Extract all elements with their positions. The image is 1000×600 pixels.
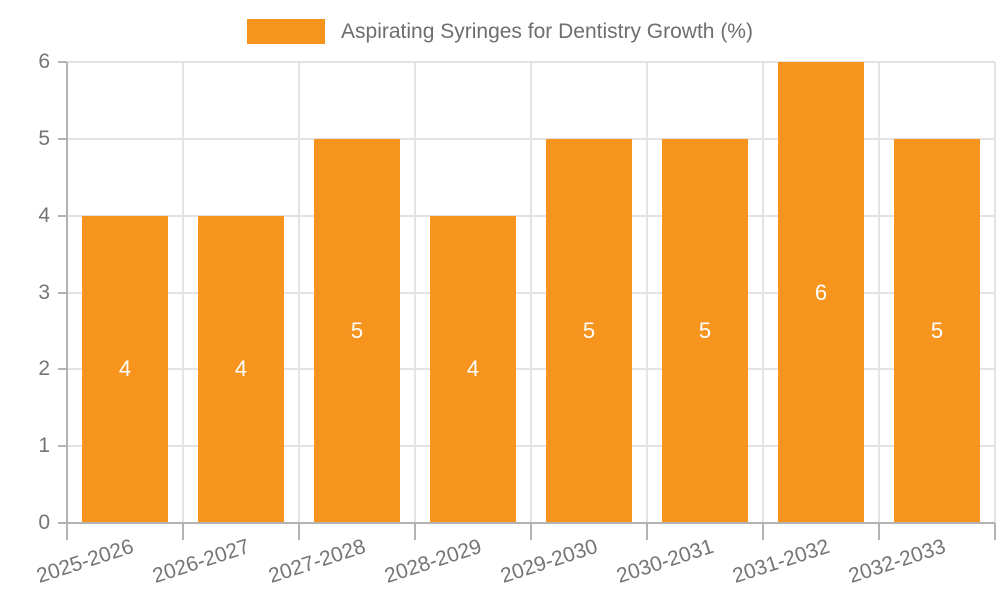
legend-label: Aspirating Syringes for Dentistry Growth…: [341, 20, 753, 43]
x-axis-tick: [66, 523, 68, 540]
y-tick-label: 5: [38, 126, 50, 150]
bar-value-label: 6: [814, 279, 828, 305]
y-axis-line: [66, 62, 68, 523]
x-axis-tick: [646, 523, 648, 540]
bar: 5: [662, 138, 748, 523]
x-gridline: [646, 62, 648, 523]
y-axis-tick: [58, 368, 67, 371]
bar: 4: [430, 215, 516, 523]
bar: 5: [314, 138, 400, 523]
y-axis-tick: [58, 522, 67, 524]
bar-value-label: 5: [350, 317, 364, 343]
bar: 5: [546, 138, 632, 523]
y-axis-tick: [58, 445, 67, 448]
x-gridline: [298, 62, 300, 523]
bar: 4: [198, 215, 284, 523]
chart-legend: Aspirating Syringes for Dentistry Growth…: [0, 19, 1000, 44]
x-axis-tick: [530, 523, 532, 540]
x-gridline: [878, 62, 880, 523]
x-gridline: [530, 62, 532, 523]
x-axis-line: [67, 522, 995, 524]
y-tick-label: 4: [38, 203, 50, 227]
bar-value-label: 5: [930, 317, 944, 343]
x-axis-tick: [994, 523, 996, 540]
bar: 5: [894, 138, 980, 523]
bar-value-label: 5: [582, 317, 596, 343]
y-tick-label: 3: [38, 280, 50, 304]
y-tick-label: 2: [38, 357, 50, 381]
x-gridline: [762, 62, 764, 523]
x-axis-tick: [298, 523, 300, 540]
y-tick-label: 0: [38, 511, 50, 534]
bar: 4: [82, 215, 168, 523]
y-axis-tick: [58, 291, 67, 294]
x-axis-tick: [878, 523, 880, 540]
bar-value-label: 5: [698, 317, 712, 343]
x-gridline: [414, 62, 416, 523]
x-gridline: [182, 62, 184, 523]
legend-swatch: [247, 19, 326, 44]
y-axis-tick: [58, 61, 67, 63]
y-axis-tick: [58, 214, 67, 217]
bar: 6: [778, 62, 864, 523]
bar-value-label: 4: [118, 356, 132, 382]
x-axis-tick: [182, 523, 184, 540]
y-axis-tick: [58, 137, 67, 140]
x-gridline: [994, 62, 996, 523]
y-tick-label: 6: [38, 50, 50, 73]
x-axis-tick: [762, 523, 764, 540]
bar-value-label: 4: [466, 356, 480, 382]
y-tick-label: 1: [38, 434, 50, 458]
bar-value-label: 4: [234, 356, 248, 382]
x-axis-tick: [414, 523, 416, 540]
